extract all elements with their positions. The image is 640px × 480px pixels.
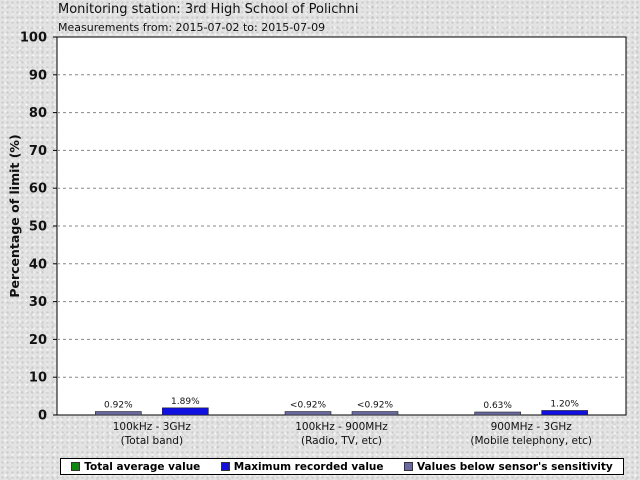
bar-chart: 0.92% 1.89% <0.92% <0.92% 0.63% 1.20% 0 10 20 30…	[7, 31, 627, 447]
bar-data-label: 0.92%	[104, 401, 133, 411]
bar	[284, 411, 332, 416]
y-tick-label: 60	[29, 182, 47, 197]
y-tick-label: 20	[29, 333, 47, 348]
x-tick-label: 100kHz - 3GHz (Total band)	[113, 421, 192, 447]
bar-data-label: <0.92%	[290, 401, 327, 411]
legend-swatch-maximum	[220, 462, 230, 471]
legend-label-average: Total average value	[84, 460, 201, 473]
y-tick-label: 90	[29, 68, 47, 83]
x-tick-label: 900MHz - 3GHz (Mobile telephony, etc)	[470, 421, 592, 447]
y-tick-label: 30	[29, 295, 47, 310]
chart-title: Monitoring station: 3rd High School of P…	[58, 2, 359, 17]
legend-label-maximum: Maximum recorded value	[233, 460, 384, 473]
y-tick-label: 100	[20, 31, 47, 46]
bar	[95, 411, 142, 416]
y-tick-label: 70	[29, 144, 47, 159]
bar-data-label: 1.89%	[171, 397, 200, 407]
y-axis-label: Percentage of limit (%)	[7, 134, 22, 297]
bar	[541, 410, 588, 416]
bar-data-label: 1.20%	[550, 399, 579, 409]
legend-item-below-sensitivity: Values below sensor's sensitivity	[403, 460, 613, 473]
legend-item-average: Total average value	[71, 461, 200, 473]
legend: Total average value Maximum recorded val…	[60, 458, 624, 475]
bar	[162, 407, 209, 416]
x-tick-label: 100kHz - 900MHz (Radio, TV, etc)	[295, 421, 388, 447]
legend-label-below-sensitivity: Values below sensor's sensitivity	[416, 460, 613, 473]
legend-swatch-average	[71, 462, 81, 471]
y-tick-label: 10	[29, 371, 47, 386]
legend-item-maximum: Maximum recorded value	[220, 460, 384, 473]
y-tick-label: 50	[29, 220, 47, 235]
bar-data-label: <0.92%	[357, 401, 394, 411]
y-tick-label: 80	[29, 106, 47, 121]
bar	[474, 411, 521, 416]
legend-swatch-below-sensitivity	[403, 462, 413, 471]
chart-subtitle: Measurements from: 2015-07-02 to: 2015-0…	[58, 21, 326, 34]
bar	[351, 411, 399, 416]
bar-data-label: 0.63%	[483, 401, 512, 411]
y-tick-label: 40	[29, 257, 47, 272]
y-tick-label: 0	[38, 409, 47, 424]
